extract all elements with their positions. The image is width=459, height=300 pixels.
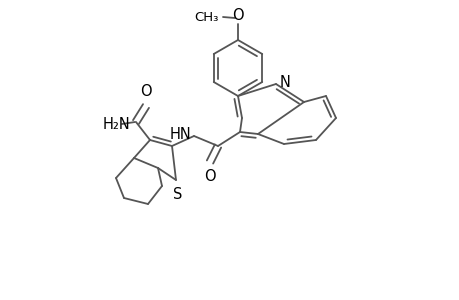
Text: O: O (140, 84, 151, 99)
Text: N: N (280, 74, 290, 89)
Text: H₂N: H₂N (102, 116, 130, 131)
Text: HN: HN (169, 127, 190, 142)
Text: CH₃: CH₃ (194, 11, 218, 23)
Text: O: O (232, 8, 243, 23)
Text: O: O (204, 169, 215, 184)
Text: S: S (173, 187, 182, 202)
